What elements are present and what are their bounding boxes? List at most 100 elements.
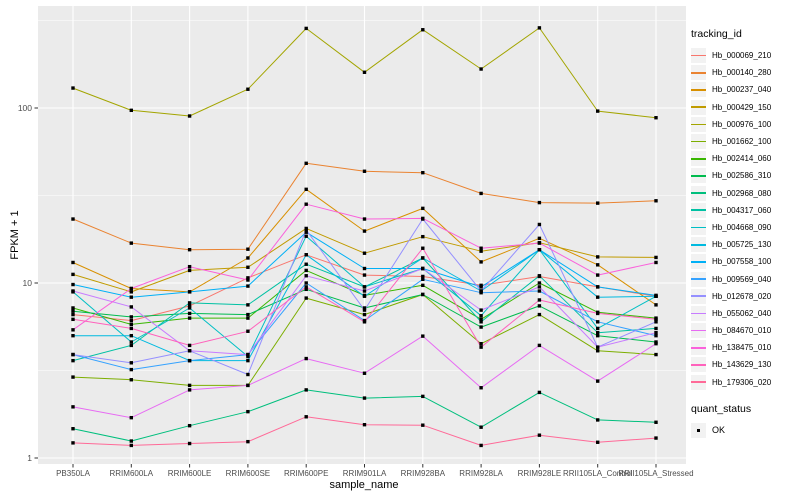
data-point xyxy=(596,345,600,349)
data-point xyxy=(479,308,483,312)
data-point xyxy=(246,303,250,307)
legend-line-swatch xyxy=(691,278,706,280)
data-point xyxy=(654,260,658,265)
data-point xyxy=(304,228,308,232)
x-tick-label: RRIM600LA xyxy=(110,469,154,478)
data-point xyxy=(71,328,75,332)
data-point xyxy=(654,341,658,346)
legend-item: Hb_002414_060 xyxy=(691,150,799,167)
data-point xyxy=(362,273,367,277)
legend-line-swatch xyxy=(691,364,706,366)
data-point xyxy=(479,320,483,324)
x-tick-label: RRIM600PE xyxy=(284,469,328,478)
data-point xyxy=(129,305,133,309)
data-point xyxy=(537,241,542,245)
data-point xyxy=(187,343,192,348)
data-point xyxy=(304,287,308,292)
legend-item: Hb_000140_280 xyxy=(691,64,799,81)
data-point xyxy=(71,260,75,265)
legend-label: Hb_002968_080 xyxy=(712,188,772,198)
legend-key xyxy=(691,116,706,132)
data-point xyxy=(362,229,367,233)
data-point xyxy=(187,311,192,316)
data-point xyxy=(479,425,483,429)
data-point xyxy=(362,312,367,317)
data-point xyxy=(596,109,600,113)
legend-item: Hb_001662_100 xyxy=(691,133,799,150)
data-point xyxy=(421,334,425,338)
legend-item: Hb_179306_020 xyxy=(691,374,799,391)
data-point xyxy=(479,317,483,322)
legend-key xyxy=(691,254,706,270)
data-point xyxy=(246,312,250,317)
data-point xyxy=(654,320,658,324)
x-tick-label: RRIM901LA xyxy=(343,469,387,478)
data-point xyxy=(654,293,658,298)
data-point xyxy=(421,234,425,239)
data-point xyxy=(129,378,133,382)
legend-label: Hb_007558_100 xyxy=(712,257,772,267)
legend-line-swatch xyxy=(691,226,706,229)
data-point xyxy=(246,439,250,444)
data-point xyxy=(479,291,483,295)
legend-item: Hb_002586_310 xyxy=(691,167,799,184)
data-point xyxy=(362,217,367,221)
legend-key xyxy=(691,305,706,321)
x-tick-label: RRIM928LA xyxy=(459,469,503,478)
data-point xyxy=(71,306,75,310)
data-point xyxy=(596,418,600,422)
data-point xyxy=(537,304,542,308)
data-point xyxy=(537,200,542,205)
data-point xyxy=(479,289,483,293)
data-point xyxy=(129,241,133,245)
data-point xyxy=(537,390,542,395)
x-axis-title: sample_name xyxy=(329,479,399,491)
legend-key xyxy=(691,271,706,287)
y-tick-label: 1 xyxy=(27,453,32,463)
data-point xyxy=(596,330,600,335)
data-point xyxy=(537,247,542,252)
data-point xyxy=(537,298,542,302)
data-point xyxy=(187,388,192,392)
legend-line-swatch xyxy=(691,209,706,212)
data-point xyxy=(129,315,133,319)
data-point xyxy=(71,352,75,357)
legend-line-swatch xyxy=(691,157,706,160)
legend-label: Hb_055062_040 xyxy=(712,308,772,318)
legend-label: Hb_084670_010 xyxy=(712,326,772,336)
legend-label: Hb_000069_210 xyxy=(712,51,772,61)
legend-line-swatch xyxy=(691,106,706,108)
legend-key xyxy=(691,134,706,150)
legend-line-swatch xyxy=(691,192,706,194)
data-point xyxy=(479,345,483,349)
legend-key xyxy=(691,288,706,304)
legend-label: Hb_005725_130 xyxy=(712,240,772,250)
y-tick-label: 100 xyxy=(18,103,32,113)
data-point xyxy=(304,161,308,166)
data-point xyxy=(362,251,367,255)
data-point xyxy=(246,87,250,91)
legend-item: Hb_004668_090 xyxy=(691,219,799,236)
legend-label: Hb_000237_040 xyxy=(712,85,772,95)
data-point xyxy=(479,260,483,264)
x-tick-label: RRIM928BA xyxy=(401,469,446,478)
legend-key xyxy=(691,374,706,390)
data-point xyxy=(421,170,425,175)
legend-items: Hb_000069_210 Hb_000140_280 Hb_000237_040 H… xyxy=(691,47,799,391)
data-point xyxy=(246,256,250,260)
data-point xyxy=(421,256,425,260)
legend-label: Hb_012678_020 xyxy=(712,291,772,301)
data-point xyxy=(304,268,308,273)
data-point xyxy=(362,371,367,375)
data-point xyxy=(246,354,250,359)
data-point xyxy=(362,285,367,289)
data-point xyxy=(654,255,658,260)
data-point xyxy=(246,284,250,288)
data-point xyxy=(187,301,192,305)
data-point xyxy=(479,285,483,289)
data-point xyxy=(362,320,367,324)
data-point xyxy=(421,246,425,250)
data-point xyxy=(421,274,425,279)
